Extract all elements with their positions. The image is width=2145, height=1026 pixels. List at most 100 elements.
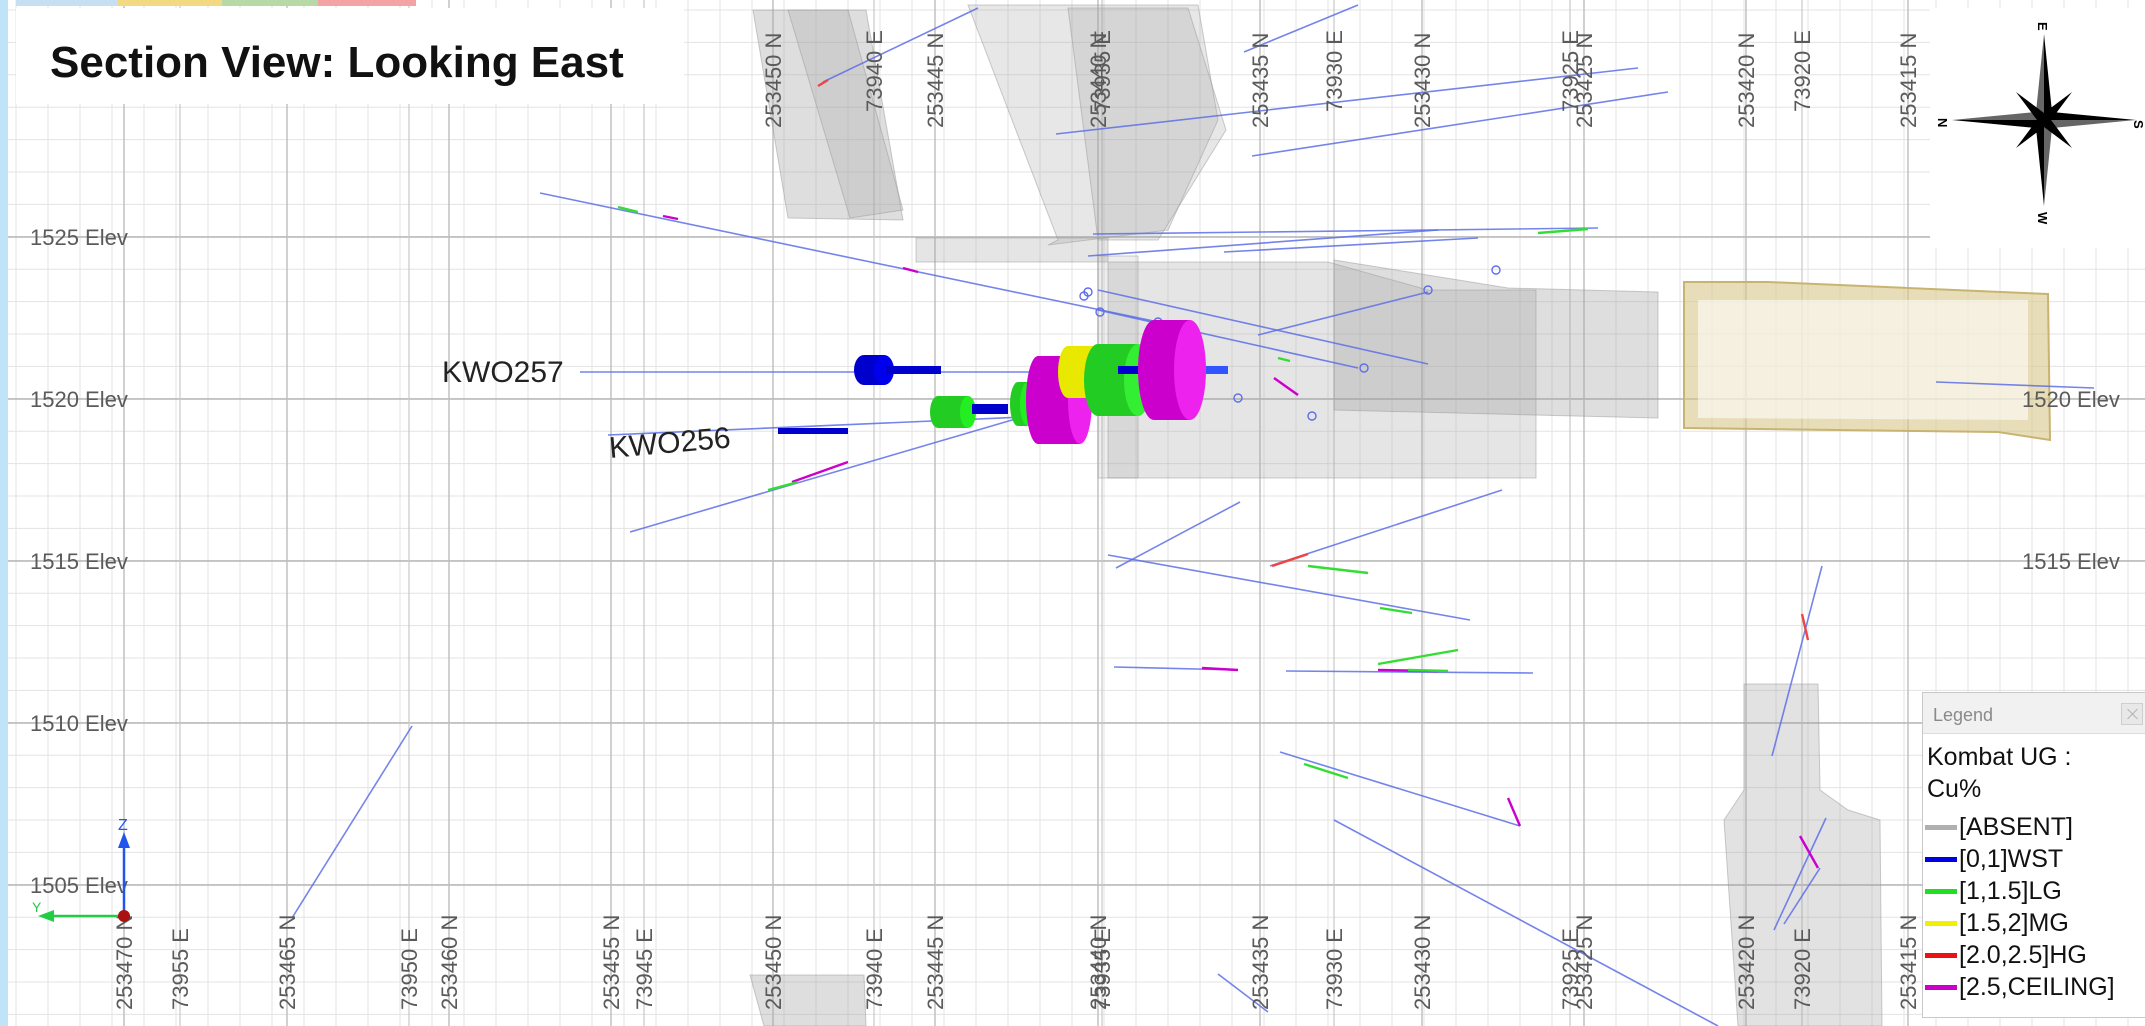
assay-segment <box>1273 377 1299 396</box>
y-axis-arrow <box>38 910 54 922</box>
ore-intersections <box>778 320 1228 444</box>
northing-labels: 253470 N 253465 N 253460 N 253455 N 253450 N… <box>112 30 1921 1010</box>
drill-trace <box>629 407 1054 533</box>
ore-cylinder-mg <box>1058 346 1078 398</box>
legend-panel[interactable]: Legend Kombat UG : Cu% [ABSENT] [0,1]WST… <box>1922 692 2145 1018</box>
assay-segment <box>1407 668 1449 673</box>
legend-item-label: [2.0,2.5]HG <box>1959 940 2087 969</box>
northing-label: 253455 N <box>599 915 624 1010</box>
legend-item-label: [1,1.5]LG <box>1959 876 2062 905</box>
assay-segment <box>1271 552 1309 568</box>
legend-item-label: [1.5,2]MG <box>1959 908 2069 937</box>
northing-label: 253440 N <box>1086 33 1111 128</box>
tab-strip-green[interactable] <box>222 0 318 6</box>
hole-label: KWO256 <box>608 421 732 464</box>
elevation-label: 1515 Elev <box>2022 549 2120 574</box>
legend-swatch <box>1925 920 1957 926</box>
easting-label: 73920 E <box>1790 928 1815 1010</box>
assay-segment <box>1277 356 1291 363</box>
northing-label: 253450 N <box>761 33 786 128</box>
tab-strip-red[interactable] <box>318 0 416 6</box>
drill-trace <box>1107 554 1471 621</box>
drill-trace <box>1333 819 1719 1026</box>
northing-label: 253445 N <box>923 33 948 128</box>
assay-segment <box>1798 835 1820 869</box>
easting-label: 73930 E <box>1322 30 1347 112</box>
northing-label: 253415 N <box>1896 33 1921 128</box>
elevation-label: 1505 Elev <box>30 873 128 898</box>
ore-segment-wst <box>1206 366 1228 374</box>
assay-segment <box>1379 606 1413 615</box>
section-view-canvas[interactable]: 1525 Elev 1520 Elev 1515 Elev 1510 Elev 1505… <box>8 0 2145 1026</box>
legend-header-label: Legend <box>1933 705 1994 725</box>
northing-label: 253435 N <box>1248 33 1273 128</box>
legend-titlebar[interactable]: Legend <box>1923 693 2145 734</box>
legend-close-icon[interactable] <box>2121 703 2143 725</box>
trace-node <box>1491 265 1501 275</box>
northing-label: 253460 N <box>437 915 462 1010</box>
legend-item-absent: [ABSENT] <box>1925 811 2073 843</box>
top-tab-strip[interactable] <box>16 0 416 6</box>
tab-strip-blue[interactable] <box>16 0 118 6</box>
easting-label: 73940 E <box>862 928 887 1010</box>
axis-triad: ZY <box>32 817 130 922</box>
stope-solid <box>787 9 904 219</box>
drill-trace <box>1097 309 1359 369</box>
compass-east-label: E <box>2035 22 2050 31</box>
legend-item-wst: [0,1]WST <box>1925 843 2063 875</box>
northing-label: 253470 N <box>112 915 137 1010</box>
easting-label: 73925 E <box>1558 30 1583 112</box>
tab-strip-yellow[interactable] <box>118 0 222 6</box>
hole-label: KWO257 <box>442 356 564 389</box>
assay-segment <box>902 266 919 274</box>
drill-trace <box>1097 289 1429 365</box>
legend-item-label: [ABSENT] <box>1959 812 2073 841</box>
elevation-label: 1525 Elev <box>30 225 128 250</box>
legend-item-hg: [2.0,2.5]HG <box>1925 939 2087 971</box>
workings-solids <box>749 4 2052 1026</box>
ore-cylinder-lg <box>1084 344 1112 416</box>
elevation-label: 1520 Elev <box>2022 387 2120 412</box>
trace-node <box>1095 307 1105 317</box>
ore-cylinder-wst <box>854 355 874 385</box>
legend-swatch <box>1925 952 1957 958</box>
drill-trace <box>1285 670 1534 674</box>
northing-label: 253430 N <box>1410 33 1435 128</box>
assay-segment <box>1303 762 1349 780</box>
legend-swatch <box>1925 856 1957 862</box>
ore-cylinder-wst <box>886 366 941 374</box>
drill-trace <box>1092 227 1599 235</box>
drill-trace <box>1279 751 1521 827</box>
drill-trace <box>1243 4 1359 53</box>
ore-cylinder-wst <box>874 355 894 385</box>
compass-rose: E N S W <box>1930 8 2145 248</box>
ore-segment-wst <box>1118 366 1148 374</box>
elevation-label: 1520 Elev <box>30 387 128 412</box>
legend-heading: Kombat UG : Cu% <box>1927 743 2072 803</box>
drill-trace <box>291 725 413 919</box>
drill-trace <box>1217 973 1269 1013</box>
assay-segment <box>767 480 799 492</box>
assay-segment <box>662 214 679 221</box>
assay-segment <box>1377 648 1459 666</box>
ore-cylinder-lg <box>930 396 946 428</box>
legend-item-label: [0,1]WST <box>1959 844 2064 873</box>
drill-trace <box>1773 817 1827 931</box>
assay-segment <box>791 460 849 484</box>
assay-segment <box>817 78 829 88</box>
trace-node <box>1233 393 1243 403</box>
northing-label: 253445 N <box>923 915 948 1010</box>
trace-node <box>1307 411 1317 421</box>
view-title: Section View: Looking East <box>50 38 624 87</box>
drill-trace <box>1251 91 1669 157</box>
legend-swatch <box>1925 888 1957 894</box>
northing-label: 253420 N <box>1734 33 1759 128</box>
easting-label: 73920 E <box>1790 30 1815 112</box>
drill-trace <box>1935 381 2095 389</box>
legend-swatch <box>1925 984 1957 990</box>
assay-segment <box>1201 666 1239 672</box>
easting-label: 73955 E <box>168 928 193 1010</box>
drill-trace <box>822 7 979 83</box>
tan-drive-inner <box>1698 300 2028 420</box>
